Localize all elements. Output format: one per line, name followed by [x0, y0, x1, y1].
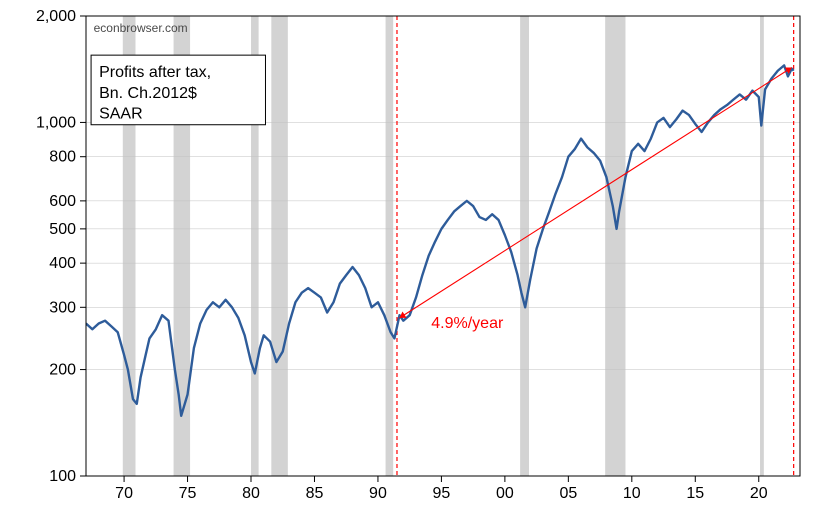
x-tick-label: 05: [559, 485, 577, 502]
y-tick-label: 2,000: [36, 8, 76, 25]
x-tick-label: 00: [496, 485, 514, 502]
x-tick-label: 70: [115, 485, 133, 502]
recession-band: [605, 16, 625, 476]
x-tick-label: 15: [686, 485, 704, 502]
y-tick-label: 600: [49, 193, 76, 210]
x-tick-label: 85: [306, 485, 324, 502]
y-tick-label: 200: [49, 362, 76, 379]
y-tick-label: 400: [49, 255, 76, 272]
y-tick-label: 800: [49, 149, 76, 166]
x-tick-label: 90: [369, 485, 387, 502]
legend-text: Bn. Ch.2012$: [99, 85, 197, 102]
x-tick-label: 95: [433, 485, 451, 502]
recession-band: [760, 16, 764, 476]
y-tick-label: 300: [49, 299, 76, 316]
x-tick-label: 20: [750, 485, 768, 502]
x-tick-label: 75: [179, 485, 197, 502]
y-tick-label: 100: [49, 468, 76, 485]
profits-chart: 70 75 80 85 90 95 00 05 10 15 20 100 200 300 400 500 600…: [0, 0, 835, 532]
x-tick-label: 10: [623, 485, 641, 502]
recession-band: [386, 16, 394, 476]
legend-text: SAAR: [99, 106, 143, 123]
x-tick-label: 80: [242, 485, 260, 502]
y-tick-label: 1,000: [36, 114, 76, 131]
chart-container: 70 75 80 85 90 95 00 05 10 15 20 100 200 300 400 500 600…: [0, 0, 835, 532]
legend-text: Profits after tax,: [99, 64, 211, 81]
y-tick-label: 500: [49, 221, 76, 238]
recession-band: [520, 16, 529, 476]
recession-band: [271, 16, 288, 476]
trend-label: 4.9%/year: [431, 315, 504, 332]
source-note: econbrowser.com: [94, 21, 188, 35]
